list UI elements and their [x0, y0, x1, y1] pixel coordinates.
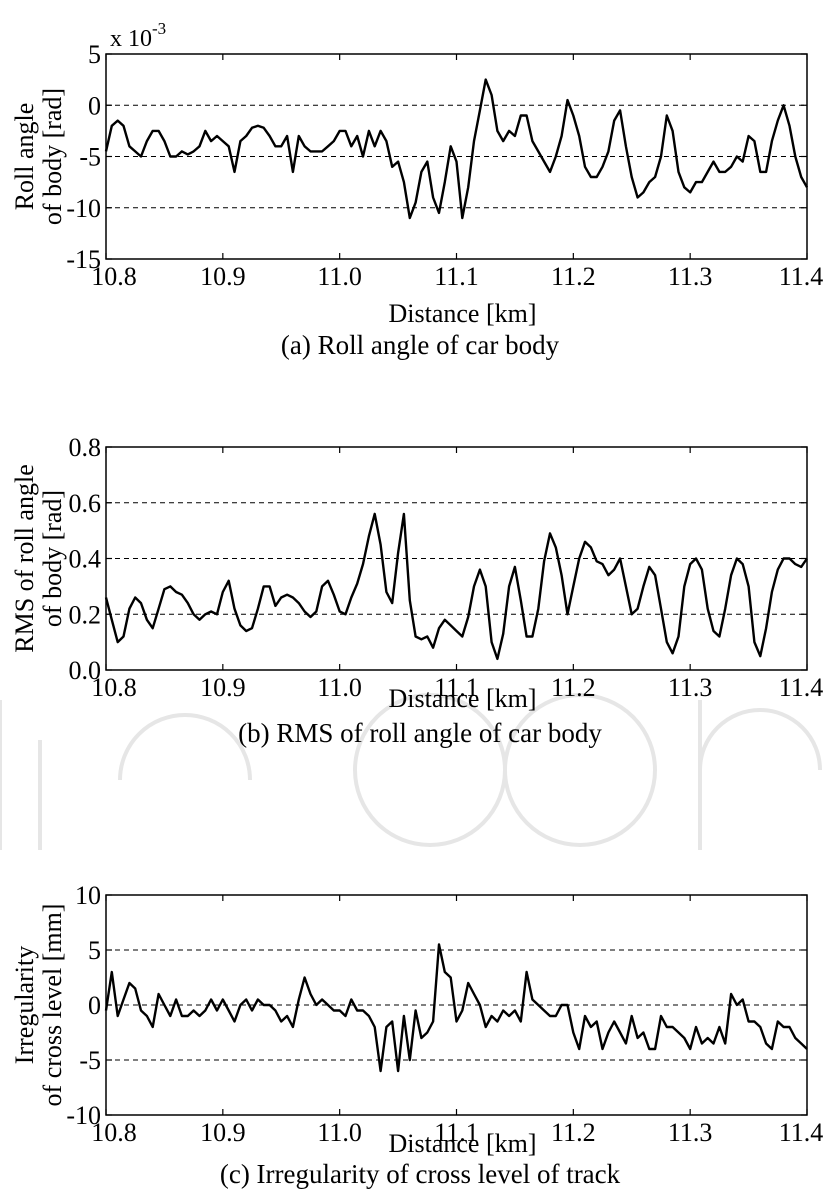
x-axis-label: Distance [km] — [388, 684, 536, 713]
x-tick-label: 10.9 — [200, 262, 246, 291]
y-axis-label: RMS of roll angle — [10, 464, 39, 653]
exponent-label: x 10-3 — [110, 19, 166, 52]
chart-panel-c: 10.8 10.9 11.0 11.1 11.2 11.3 11.4 10 5 0 -5 -10 Dis… — [10, 881, 823, 1189]
x-tick-label: 11.1 — [434, 262, 479, 291]
y-tick-label: 10 — [75, 881, 101, 910]
y-tick-label: -10 — [66, 1101, 101, 1130]
y-tick-label: -10 — [66, 194, 101, 223]
exponent-power: -3 — [152, 19, 166, 38]
y-tick-label: 5 — [88, 40, 101, 69]
x-tick-label: 10.9 — [200, 673, 246, 702]
x-tick-label: 11.4 — [779, 1118, 824, 1147]
chart-caption: (b) RMS of roll angle of car body — [238, 718, 602, 748]
y-axis-label: of cross level [mm] — [38, 904, 67, 1107]
x-tick-label: 11.0 — [317, 1118, 362, 1147]
y-tick-label: -5 — [79, 1046, 101, 1075]
y-tick-label: 0.2 — [69, 600, 102, 629]
y-tick-label: 5 — [88, 936, 101, 965]
chart-panel-b: 10.8 10.9 11.0 11.1 11.2 11.3 11.4 0.8 0.6 0.4 0.2… — [10, 433, 823, 748]
y-tick-label: 0 — [88, 91, 101, 120]
x-tick-label: 11.2 — [551, 673, 596, 702]
x-tick-label: 11.1 — [434, 1118, 479, 1147]
chart-caption: (c) Irregularity of cross level of track — [220, 1159, 621, 1189]
watermark-logo — [0, 693, 822, 850]
y-tick-label: 0.6 — [69, 489, 102, 518]
series-line — [104, 512, 808, 661]
x-tick-label: 11.2 — [551, 1118, 596, 1147]
y-tick-label: -15 — [66, 245, 101, 274]
y-axis-label: of body [rad] — [38, 490, 67, 627]
x-tick-label: 10.9 — [200, 1118, 246, 1147]
y-tick-label: 0.8 — [69, 433, 102, 462]
y-axis-label: of body [rad] — [38, 88, 67, 225]
x-tick-label: 10.8 — [91, 673, 137, 702]
series-line — [104, 78, 809, 220]
x-tick-label: 11.2 — [551, 262, 596, 291]
x-axis-label: Distance [km] — [388, 1129, 536, 1158]
y-tick-label: 0 — [88, 991, 101, 1020]
x-tick-label: 11.4 — [779, 262, 824, 291]
y-axis-label: Roll angle — [10, 103, 39, 211]
x-tick-label: 10.8 — [91, 262, 137, 291]
chart-caption: (a) Roll angle of car body — [281, 330, 560, 360]
chart-panel-a: 10.8 10.9 11.0 11.1 11.2 11.3 11.4 5 0 -5 -10 -15 x … — [10, 19, 823, 360]
x-tick-label: 11.1 — [434, 673, 479, 702]
y-axis-label: Irregularity — [10, 946, 39, 1064]
x-axis-label: Distance [km] — [388, 299, 536, 328]
x-tick-label: 11.3 — [668, 1118, 713, 1147]
y-tick-label: -5 — [79, 143, 101, 172]
y-tick-label: 0.4 — [69, 545, 102, 574]
series-line — [104, 943, 808, 1073]
x-tick-label: 11.3 — [668, 262, 713, 291]
x-tick-label: 10.8 — [91, 1118, 137, 1147]
x-tick-label: 11.0 — [317, 262, 362, 291]
y-tick-label: 0.0 — [69, 656, 102, 685]
exponent-base: x 10 — [110, 26, 152, 52]
x-tick-label: 11.0 — [317, 673, 362, 702]
x-tick-label: 11.3 — [668, 673, 713, 702]
x-tick-label: 11.4 — [779, 673, 824, 702]
